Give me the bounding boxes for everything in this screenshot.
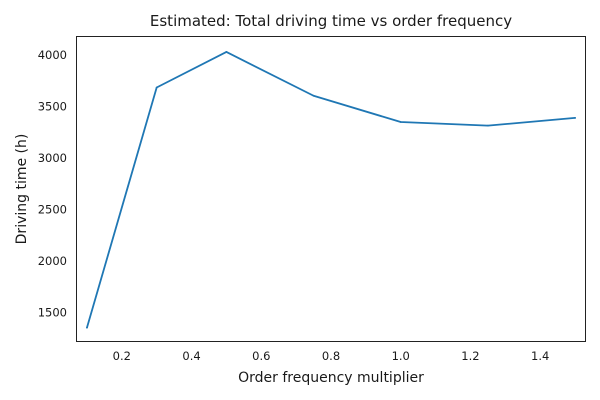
y-tick-label: 1500 — [38, 306, 67, 320]
y-tick-label: 3000 — [38, 151, 67, 165]
series-layer — [86, 51, 576, 329]
data-point — [399, 121, 402, 123]
data-point — [225, 51, 228, 53]
y-axis-label: Driving time (h) — [14, 134, 30, 245]
data-point — [312, 94, 315, 97]
data-point — [486, 124, 489, 127]
plot-area-frame — [76, 36, 586, 342]
x-tick-label: 1.4 — [531, 349, 549, 363]
x-tick-label: 1.0 — [392, 349, 410, 363]
x-tick-label: 0.6 — [252, 349, 270, 363]
y-tick-label: 2000 — [38, 254, 67, 268]
y-tick-label: 4000 — [38, 48, 67, 62]
x-tick-label: 0.4 — [182, 349, 200, 363]
series-line — [86, 51, 576, 329]
x-tick-label: 1.2 — [461, 349, 479, 363]
x-axis-ticks: 0.2 0.4 0.6 0.8 1.0 1.2 1.4 — [113, 349, 550, 363]
y-tick-label: 3500 — [38, 100, 67, 114]
x-axis-label: Order frequency multiplier — [238, 370, 424, 386]
x-tick-label: 0.8 — [322, 349, 340, 363]
x-tick-label: 0.2 — [113, 349, 131, 363]
data-point — [86, 326, 88, 329]
chart-title: Estimated: Total driving time vs order f… — [150, 12, 512, 30]
data-point — [574, 117, 576, 119]
data-point — [155, 86, 158, 89]
y-tick-label: 2500 — [38, 203, 67, 217]
y-axis-ticks: 1500 2000 2500 3000 3500 4000 — [38, 48, 67, 320]
